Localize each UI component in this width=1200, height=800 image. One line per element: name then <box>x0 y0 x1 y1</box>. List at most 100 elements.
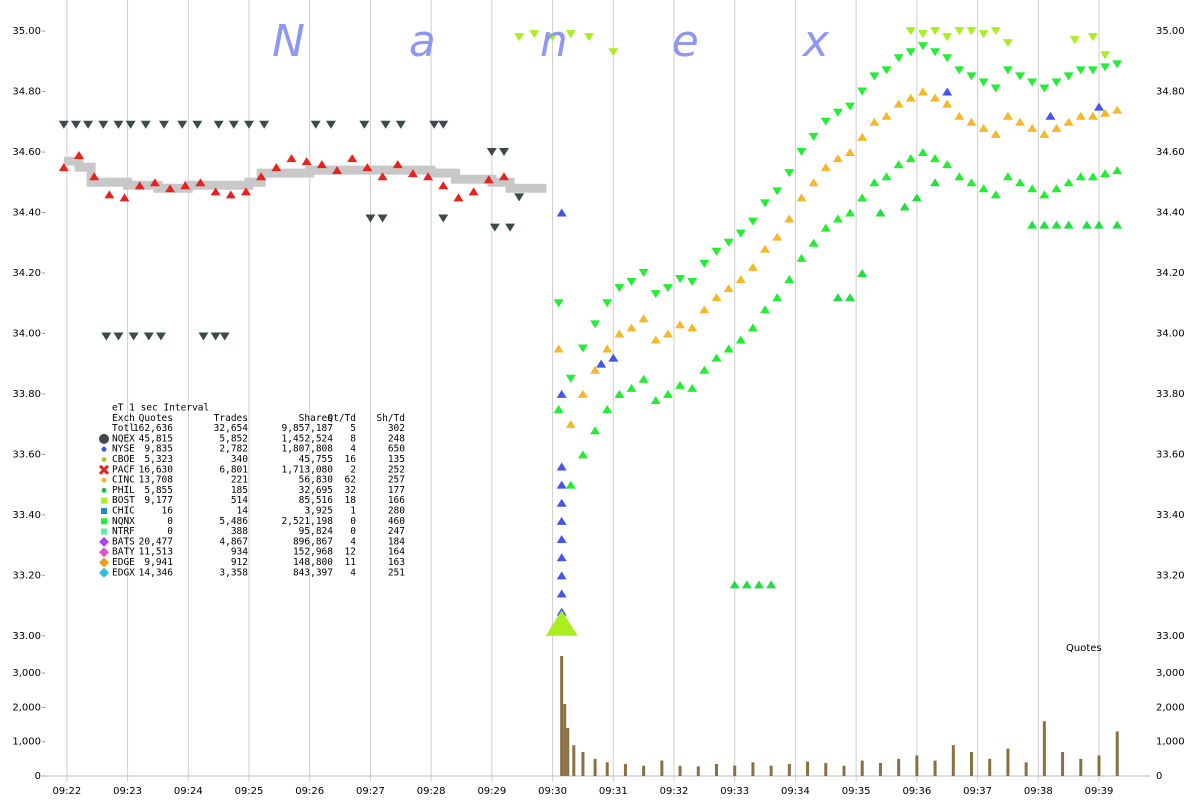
quote-marker <box>143 332 154 341</box>
y2-tick-label-right: 2,000 <box>1156 702 1185 713</box>
quote-marker <box>905 48 916 57</box>
x-tick-label: 09:29 <box>477 786 506 797</box>
quote-marker <box>917 42 928 51</box>
legend-marker <box>101 457 107 462</box>
quote-marker <box>468 187 479 196</box>
quote-marker <box>662 284 673 293</box>
quote-marker <box>1112 220 1123 229</box>
y-tick-label: 34.80 <box>12 87 41 98</box>
quote-marker <box>832 154 843 163</box>
table-cell: 13,708 <box>139 475 174 486</box>
quote-marker <box>820 163 831 172</box>
x-tick-label: 09:37 <box>963 786 992 797</box>
quote-marker <box>1027 123 1038 132</box>
quote-marker <box>796 193 807 202</box>
quote-marker <box>359 120 370 129</box>
quote-marker <box>954 27 965 36</box>
quote-marker <box>1081 220 1092 229</box>
table-cell: 32,695 <box>299 485 333 496</box>
legend-marker <box>101 518 107 525</box>
table-cell: Totl <box>112 423 135 434</box>
quote-marker <box>219 332 230 341</box>
quote-marker <box>271 163 282 172</box>
table-cell: 251 <box>388 567 405 578</box>
quote-marker <box>711 293 722 302</box>
quote-marker <box>662 389 673 398</box>
quote-marker <box>942 87 953 96</box>
quote-marker <box>711 353 722 362</box>
table-cell: 16 <box>345 454 357 465</box>
table-header: Trades <box>214 413 248 424</box>
table-cell: 20,477 <box>139 536 173 547</box>
quote-marker <box>723 344 734 353</box>
y2-tick-label: 0 <box>35 771 41 782</box>
quote-marker <box>772 187 783 196</box>
table-cell: 16 <box>162 506 174 517</box>
volume-bar <box>933 760 937 776</box>
quote-marker <box>1087 172 1098 181</box>
table-cell: CHIC <box>112 506 135 517</box>
table-cell: 14 <box>237 506 249 517</box>
quote-marker <box>930 178 941 187</box>
quote-marker <box>614 389 625 398</box>
quote-marker <box>1027 78 1038 87</box>
volume-bar <box>572 745 576 776</box>
quote-marker <box>899 202 910 211</box>
table-cell: 650 <box>388 444 405 455</box>
quote-marker <box>225 190 236 199</box>
quote-marker <box>675 275 686 284</box>
y-tick-label: 33.80 <box>12 389 41 400</box>
x-tick-label: 09:26 <box>295 786 324 797</box>
table-cell: 252 <box>388 464 405 475</box>
volume-bar <box>1042 721 1046 776</box>
quote-marker <box>1100 63 1111 72</box>
quote-marker <box>857 268 868 277</box>
quote-marker <box>316 160 327 169</box>
quote-band <box>63 156 547 193</box>
y-tick-label: 34.40 <box>12 207 41 218</box>
legend-marker <box>101 446 107 452</box>
table-cell: 5,486 <box>219 516 248 527</box>
table-cell: 6,801 <box>219 464 248 475</box>
table-cell: 4 <box>350 536 356 547</box>
quote-marker <box>1039 190 1050 199</box>
quote-marker <box>954 111 965 120</box>
quote-marker <box>505 223 516 232</box>
table-cell: BATS <box>112 536 135 547</box>
y2-tick-label-right: 3,000 <box>1156 668 1185 679</box>
quote-marker <box>1027 220 1038 229</box>
quote-marker <box>1087 33 1098 42</box>
quote-marker <box>556 553 567 562</box>
table-cell: 9,941 <box>144 557 173 568</box>
quote-marker <box>556 389 567 398</box>
quote-marker <box>365 214 376 223</box>
quote-marker <box>1002 39 1013 48</box>
quote-marker <box>954 172 965 181</box>
quote-marker <box>699 305 710 314</box>
table-cell: 184 <box>388 536 405 547</box>
y2-tick-label: 3,000 <box>12 668 41 679</box>
quote-marker <box>565 30 576 39</box>
quote-marker <box>438 120 449 129</box>
table-cell: 1,452,524 <box>282 433 334 444</box>
y-tick-label: 33.20 <box>12 570 41 581</box>
quote-marker <box>392 160 403 169</box>
table-cell: 164 <box>388 547 405 558</box>
table-cell: 45,755 <box>299 454 333 465</box>
table-cell: 1,713,080 <box>282 464 334 475</box>
quote-marker <box>917 30 928 39</box>
quote-marker <box>905 154 916 163</box>
quote-marker <box>377 214 388 223</box>
quote-marker <box>590 365 601 374</box>
quote-marker <box>735 335 746 344</box>
quote-marker <box>942 160 953 169</box>
quote-marker <box>784 214 795 223</box>
table-cell: NYSE <box>112 444 135 455</box>
table-cell: 340 <box>231 454 248 465</box>
quote-marker <box>286 154 297 163</box>
quote-marker <box>808 178 819 187</box>
table-cell: 934 <box>231 547 248 558</box>
quote-marker <box>966 178 977 187</box>
quote-marker <box>832 108 843 117</box>
